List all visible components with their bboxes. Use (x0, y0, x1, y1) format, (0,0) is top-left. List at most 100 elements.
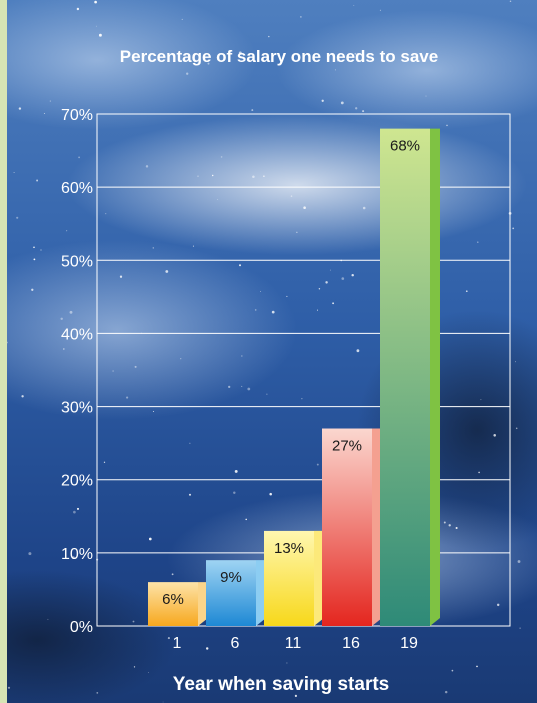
bar-front (206, 560, 256, 626)
star-dot (354, 52, 357, 55)
star-dot (152, 410, 155, 413)
bar-chart: Percentage of salary one needs to save 0… (7, 0, 537, 703)
y-tick-label: 50% (61, 253, 93, 270)
star-dot (340, 101, 344, 105)
star-dot (259, 291, 261, 292)
star-dot (446, 124, 448, 127)
star-dot (186, 72, 189, 75)
y-tick-label: 30% (61, 400, 93, 417)
star-dot (478, 471, 480, 474)
bar-front (148, 582, 198, 626)
bar-side (314, 530, 324, 626)
star-dot (493, 434, 496, 437)
star-dot (425, 95, 427, 97)
star-dot (152, 247, 155, 249)
star-dot (239, 264, 241, 267)
bar-1: 6% (148, 582, 208, 626)
bar-19: 68% (380, 128, 440, 626)
star-dot (286, 662, 288, 664)
star-dot (517, 560, 521, 563)
star-dot (317, 309, 318, 311)
star-dot (477, 241, 479, 243)
star-dot (60, 317, 63, 321)
star-dot (36, 179, 39, 182)
star-dot (47, 618, 49, 620)
bar-value-label: 27% (332, 438, 362, 455)
bar-16: 27% (322, 428, 382, 626)
bar-front (322, 428, 372, 626)
dark-cloud-decoration (7, 570, 177, 703)
star-dot (188, 493, 192, 496)
star-dot (7, 341, 8, 344)
star-dot (245, 518, 247, 521)
star-dot (73, 510, 76, 514)
star-dot (105, 213, 107, 215)
bar-6: 9% (206, 560, 266, 626)
star-dot (234, 469, 238, 473)
star-dot (76, 7, 80, 11)
star-dot (296, 231, 298, 233)
star-dot (132, 620, 135, 623)
star-dot (362, 110, 365, 113)
y-tick-label: 10% (61, 546, 93, 563)
star-dot (241, 385, 243, 387)
star-dot (303, 206, 306, 209)
star-dot (33, 258, 36, 261)
bar-side (430, 128, 440, 626)
star-dot (252, 175, 255, 178)
star-dot (205, 647, 209, 650)
star-dot (181, 18, 183, 20)
cloud-decoration (67, 115, 527, 255)
star-dot (76, 507, 80, 510)
star-dot (148, 537, 152, 541)
star-dot (443, 521, 446, 524)
star-dot (448, 524, 451, 527)
star-dot (21, 395, 24, 398)
star-dot (301, 398, 303, 400)
star-dot (197, 175, 199, 177)
bars: 6% 9% 13% 27% 68% (148, 128, 440, 626)
star-dot (300, 16, 302, 18)
star-dot (336, 59, 339, 62)
star-dot (496, 603, 500, 607)
star-dot (13, 171, 15, 174)
star-dot (228, 385, 231, 389)
star-dot (98, 33, 102, 37)
star-dot (251, 109, 254, 112)
star-dot (455, 526, 458, 530)
star-dot (509, 0, 512, 3)
star-dot (62, 348, 65, 350)
star-dot (286, 295, 288, 297)
star-dot (321, 99, 324, 102)
star-dot (95, 25, 97, 27)
star-dot (515, 427, 518, 430)
star-dot (362, 206, 366, 210)
star-dot (28, 552, 32, 556)
star-dot (290, 195, 293, 197)
star-dot (465, 290, 468, 293)
star-dot (94, 0, 97, 4)
star-dot (192, 245, 194, 247)
star-dot (16, 216, 19, 219)
cloud-decoration (7, 240, 297, 420)
star-dot (103, 461, 106, 463)
star-dot (271, 310, 275, 314)
bar-front (264, 530, 314, 626)
star-dot (325, 281, 328, 284)
star-dot (353, 4, 355, 6)
star-dot (332, 302, 335, 305)
star-dot (329, 269, 331, 271)
star-dot (480, 399, 482, 401)
bar-side (198, 582, 208, 626)
star-dot (147, 671, 149, 673)
x-tick-label: 6 (231, 635, 240, 652)
star-dot (167, 637, 170, 640)
star-dot (165, 270, 169, 273)
bar-value-label: 68% (390, 138, 420, 155)
star-dot (31, 288, 34, 291)
star-dot (66, 230, 68, 232)
star-dot (171, 573, 174, 576)
star-dot (145, 165, 149, 168)
star-dot (316, 463, 319, 466)
star-dot (268, 35, 270, 38)
